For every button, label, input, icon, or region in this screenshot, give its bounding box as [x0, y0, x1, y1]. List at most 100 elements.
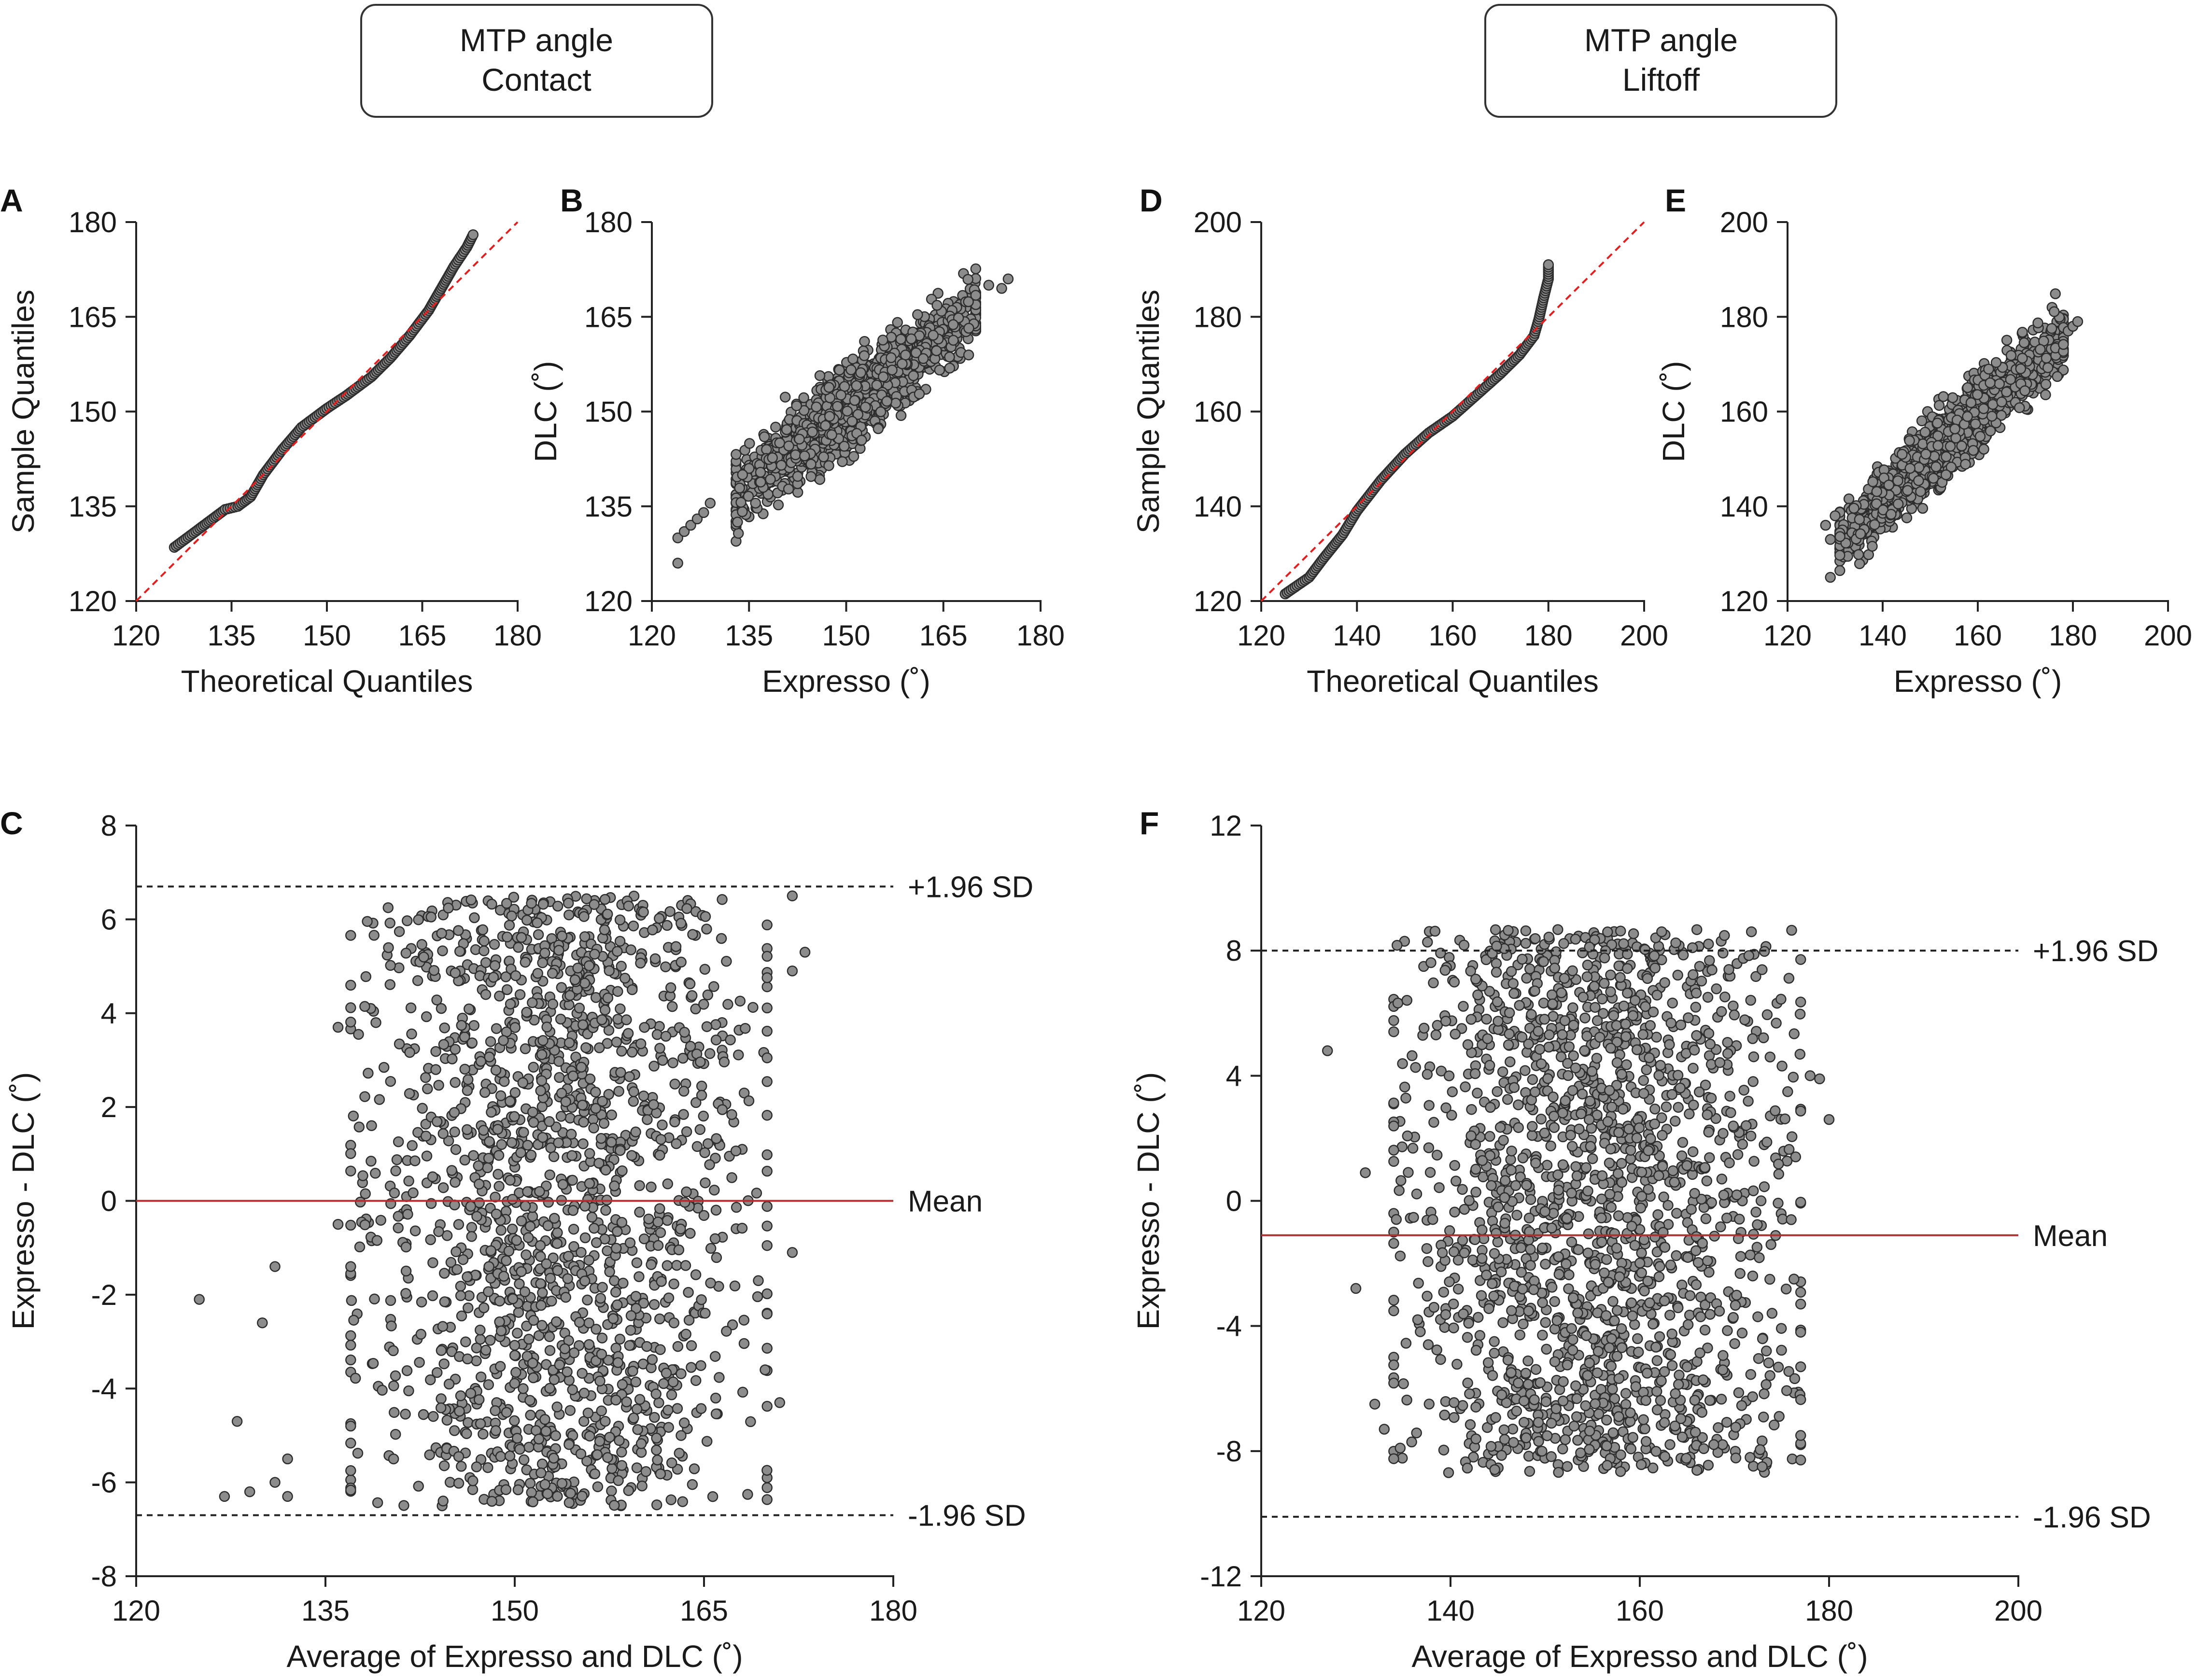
- data-point: [604, 1431, 615, 1443]
- data-point: [544, 1169, 555, 1180]
- data-point: [436, 928, 447, 939]
- data-point: [674, 1447, 685, 1459]
- points-B: [672, 263, 1014, 569]
- data-point: [563, 1439, 575, 1450]
- data-point: [654, 1203, 665, 1214]
- data-point: [742, 1489, 753, 1500]
- data-point: [917, 353, 929, 364]
- data-point: [511, 1432, 523, 1444]
- data-point: [537, 898, 549, 910]
- data-point: [594, 1436, 606, 1447]
- data-point: [490, 1064, 502, 1076]
- data-point: [737, 506, 748, 518]
- data-point: [1947, 392, 1958, 404]
- data-point: [613, 1086, 624, 1097]
- data-point: [550, 1430, 561, 1442]
- data-point: [676, 918, 687, 929]
- x-tick-label: 120: [112, 1595, 160, 1627]
- data-point: [390, 1370, 401, 1382]
- data-point: [370, 1017, 381, 1028]
- data-point: [934, 364, 945, 376]
- data-point: [388, 1380, 399, 1391]
- data-point: [384, 979, 396, 990]
- data-point: [403, 1176, 414, 1187]
- data-point: [1854, 558, 1865, 569]
- y-tick-label: 180: [69, 206, 117, 238]
- data-point: [511, 1235, 522, 1246]
- data-point: [761, 1308, 773, 1319]
- data-point: [355, 1196, 366, 1208]
- y-axis-title: Expresso - DLC (˚): [6, 1072, 41, 1330]
- data-point: [655, 1468, 666, 1480]
- data-point: [567, 1205, 579, 1216]
- data-point: [465, 894, 477, 906]
- data-point: [473, 1178, 485, 1190]
- data-point: [471, 1355, 482, 1367]
- data-point: [535, 1278, 546, 1289]
- data-point: [526, 897, 537, 909]
- data-point: [492, 1123, 504, 1135]
- data-point: [695, 1056, 706, 1068]
- data-point: [468, 1150, 479, 1161]
- data-point: [428, 965, 440, 976]
- data-point: [623, 1485, 634, 1496]
- data-point: [465, 1201, 476, 1212]
- data-point: [569, 974, 581, 985]
- data-point: [614, 1333, 626, 1345]
- data-point: [639, 1022, 650, 1033]
- data-point: [787, 966, 798, 977]
- data-point: [849, 395, 860, 406]
- data-point: [450, 1176, 461, 1188]
- data-point: [510, 1367, 521, 1378]
- data-point: [536, 1320, 548, 1331]
- data-point: [683, 1315, 695, 1326]
- data-point: [787, 890, 798, 902]
- data-point: [678, 1086, 690, 1097]
- data-point: [450, 1044, 461, 1055]
- data-point: [493, 1169, 504, 1180]
- data-point: [483, 1379, 494, 1390]
- data-point: [718, 1056, 730, 1068]
- data-point: [761, 1400, 773, 1412]
- data-point: [537, 1287, 548, 1299]
- data-point: [498, 1271, 509, 1282]
- data-point: [401, 915, 413, 926]
- data-point: [610, 1394, 621, 1406]
- data-point: [513, 1307, 524, 1318]
- data-point: [400, 1288, 411, 1299]
- data-point: [360, 971, 372, 982]
- data-point: [710, 1019, 721, 1030]
- data-point: [520, 1043, 531, 1054]
- data-point: [726, 1172, 737, 1183]
- data-point: [409, 1155, 421, 1166]
- data-point: [595, 1293, 606, 1304]
- data-point: [602, 909, 613, 920]
- data-point: [686, 1340, 697, 1351]
- data-point: [563, 1250, 574, 1262]
- data-point: [791, 400, 802, 411]
- data-point: [1970, 418, 1981, 430]
- data-point: [606, 1485, 617, 1497]
- data-point: [416, 1296, 427, 1308]
- data-point: [483, 1152, 494, 1164]
- data-point: [348, 1315, 359, 1326]
- points-A: [169, 229, 479, 553]
- data-point: [676, 1430, 687, 1441]
- data-point: [1853, 549, 1864, 560]
- data-point: [433, 1079, 444, 1091]
- data-point: [634, 1206, 645, 1218]
- data-point: [649, 953, 661, 965]
- data-point: [486, 1106, 497, 1118]
- data-point: [1855, 528, 1866, 540]
- data-point: [372, 1497, 383, 1508]
- y-tick-label: 4: [101, 997, 117, 1030]
- data-point: [456, 1461, 467, 1472]
- data-point: [725, 1034, 736, 1046]
- data-point: [478, 1125, 489, 1136]
- data-point: [495, 1451, 507, 1462]
- data-point: [698, 999, 709, 1010]
- data-point: [366, 1156, 377, 1167]
- data-point: [354, 1241, 366, 1253]
- data-point: [420, 1131, 432, 1142]
- data-point: [627, 984, 638, 995]
